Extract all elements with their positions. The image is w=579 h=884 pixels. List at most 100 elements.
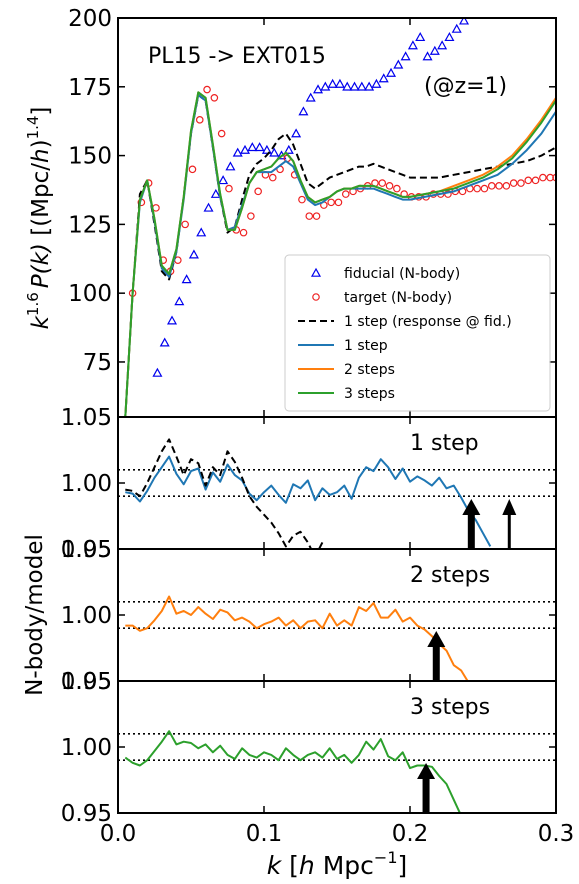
ratio-2-plot-area [118,595,556,681]
ratio-1-plot-area [118,438,556,549]
series-fiducial-n-body--point-38 [429,45,440,55]
legend-item-1-marker [312,293,320,301]
y-tick-label-2: 1.05 [61,405,112,431]
series-fiducial-n-body--point-4 [181,274,192,284]
ratio-panel-3: 0.95 1.00 1.05 0.0 0.1 0.2 0.3 3 steps [61,669,575,847]
y-tick-label-1: 1.00 [61,471,112,497]
y-tick-label-1: 1.00 [61,603,112,629]
xlabel-k: k [267,851,283,880]
series-fiducial-n-body--point-21 [305,92,316,102]
main-title-annotation: PL15 -> EXT015 [148,44,326,69]
series-target-n-body--point-53 [517,179,525,187]
series-3-steps-line [124,730,462,813]
main-axes: 75 100 125 150 175 200 [68,6,557,417]
ratio-2-axes: 0.95 1.00 1.05 [61,537,557,695]
series-target-n-body--point-8 [188,165,197,174]
series-fiducial-n-body--point-7 [203,202,214,212]
y-tick-label-0: 0.95 [61,801,112,827]
series-target-n-body--point-16 [247,212,255,220]
legend-item-1-label: target (N-body) [344,290,452,306]
series-fiducial-n-body--point-19 [291,128,302,138]
legend-item-3-label: 1 step [344,338,388,354]
series-fiducial-n-body--point-11 [232,147,243,157]
ylabel-k-exponent: 1.6 [24,292,42,316]
series-fiducial-n-body--point-3 [174,296,185,306]
series-target-n-body--point-7 [181,220,189,229]
y-tick-label-4: 175 [68,75,112,101]
series-target-n-body--point-51 [502,182,511,190]
main-plot-area [124,0,556,417]
series-target-n-body--point-19 [268,173,277,182]
y-tick-label-1: 1.00 [61,735,112,761]
ratio-3-frame [117,680,557,814]
series-target-n-body--point-29 [341,190,350,198]
ylabel-k: k [28,314,54,329]
series-fiducial-n-body--point-27 [349,81,360,91]
series-fiducial-n-body--point-26 [342,81,353,91]
series-target-n-body--point-49 [487,182,496,190]
series-fiducial-n-body--point-29 [364,81,375,91]
series-fiducial-n-body--point-1 [159,337,170,347]
series-target-n-body--point-56 [539,173,547,182]
series-target-n-body--point-24 [305,212,314,220]
xlabel-mpc: Mpc [315,851,374,880]
y-tick-label-3: 150 [68,144,112,170]
series-target-n-body--point-36 [393,184,401,193]
series-fiducial-n-body--point-5 [188,249,199,259]
x-tick-label-0: 0.0 [100,821,137,847]
series-target-n-body--point-10 [203,85,211,94]
ratio-3-label: 3 steps [410,695,490,720]
ratio-2-frame [117,548,557,682]
series-fiducial-n-body--point-42 [459,18,470,25]
ylabel-unit-open: [(Mpc/ [28,163,54,243]
series-fiducial-n-body--point-13 [247,142,258,152]
legend: fiducial (N-body) target (N-body) 1 step (… [284,254,551,412]
series-fiducial-n-body--point-8 [210,188,221,198]
series-1-step-response-fid--line [124,94,556,417]
ylabel-unit-close: ) [28,139,54,148]
series-target-n-body--point-35 [385,182,394,190]
xlabel-close: ] [398,851,408,880]
cutoff-arrow-head-0 [427,631,446,647]
series-fiducial-n-body--point-14 [254,142,265,152]
series-fiducial-n-body--point-40 [444,32,455,42]
series-target-n-body--point-25 [312,212,321,220]
series-1-step-response-fid--line [125,438,324,549]
series-target-n-body--point-17 [254,187,262,196]
series-fiducial-n-body--point-15 [261,144,272,154]
series-fiducial-n-body--point-32 [386,67,397,77]
ratio-panel-1: 0.95 1.00 1.05 1 step [61,405,557,563]
series-fiducial-n-body--point-24 [327,78,338,88]
series-fiducial-n-body--point-16 [269,147,280,157]
series-target-n-body--point-23 [298,195,306,204]
series-fiducial-n-body--point-34 [400,51,411,61]
y-tick-label-2: 1.05 [61,537,112,563]
x-tick-label-1: 0.1 [246,821,283,847]
series-target-n-body--point-27 [327,198,335,207]
series-fiducial-n-body--point-36 [415,32,426,42]
ratio-panel-2: 0.95 1.00 1.05 2 steps [61,537,557,695]
legend-box [284,254,551,412]
series-3-steps-line [124,91,556,417]
series-fiducial-n-body--point-44 [475,6,483,13]
series-target-n-body--point-11 [210,94,219,102]
series-2-steps-line [125,595,469,681]
ratio-1-axes: 0.95 1.00 1.05 [61,405,557,563]
series-target-n-body--point-34 [378,179,387,187]
series-fiducial-n-body--point-45 [482,0,490,7]
cutoff-arrow-head-1 [502,499,517,515]
ratio-2-label: 2 steps [410,563,490,588]
series-fiducial-n-body--point-0 [152,367,163,377]
series-target-n-body--point-55 [531,176,540,185]
ylabel-unit-bracket: ] [28,107,54,116]
redshift-annotation: (@z=1) [424,74,507,99]
series-1-step-line [125,455,492,547]
series-fiducial-n-body--point-6 [196,227,207,237]
y-tick-label-5: 200 [68,6,112,32]
xlabel-open: [ [281,851,299,880]
y-tick-label-1: 100 [68,281,112,307]
x-axis-label: k [h Mpc−1] [267,848,408,880]
ratio-3-axes: 0.95 1.00 1.05 0.0 0.1 0.2 0.3 [61,669,575,847]
series-fiducial-n-body--point-10 [225,161,236,171]
